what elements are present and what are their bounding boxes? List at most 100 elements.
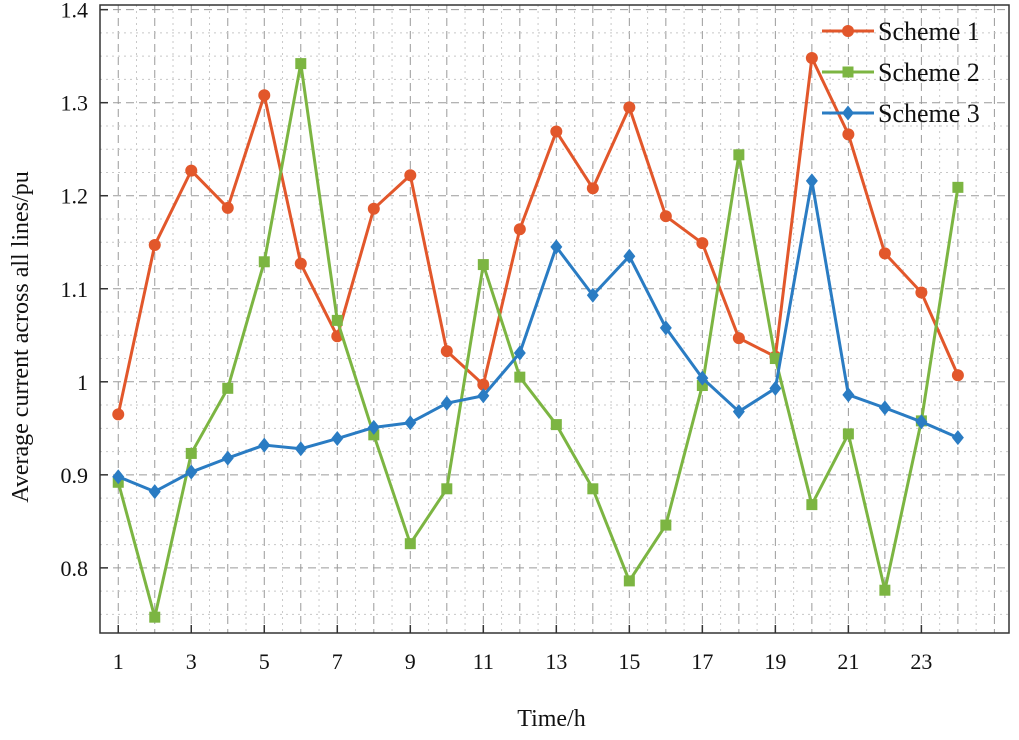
legend-label: Scheme 1: [878, 17, 980, 46]
data-point: [878, 247, 891, 260]
data-point: [222, 382, 234, 394]
y-tick-label: 0.8: [61, 556, 89, 581]
y-tick-label: 1.4: [61, 0, 89, 23]
data-point: [806, 499, 818, 511]
data-point: [623, 248, 636, 264]
legend-item-3: Scheme 3: [822, 99, 980, 128]
series-line: [117, 179, 959, 494]
legend-label: Scheme 3: [878, 99, 980, 128]
data-point: [732, 404, 745, 420]
data-point: [879, 584, 891, 596]
data-point: [587, 483, 599, 495]
x-tick-label: 13: [545, 649, 567, 674]
data-point: [586, 182, 599, 195]
data-point: [842, 66, 854, 78]
x-tick-label: 19: [764, 649, 786, 674]
data-point: [915, 414, 928, 430]
series-2: [112, 58, 964, 623]
x-tick-label: 1: [113, 649, 124, 674]
data-point: [733, 149, 745, 161]
y-tick-label: 1.2: [61, 184, 89, 209]
data-point: [842, 25, 854, 37]
data-point: [696, 237, 709, 250]
data-point: [732, 332, 745, 345]
data-point: [331, 431, 344, 447]
data-point: [440, 345, 453, 358]
legend-item-1: Scheme 1: [822, 17, 980, 46]
data-point: [367, 419, 380, 435]
data-point: [294, 441, 307, 457]
data-point: [842, 105, 854, 121]
legend-item-2: Scheme 2: [822, 58, 980, 87]
data-point: [441, 483, 453, 495]
data-point: [440, 395, 453, 411]
y-tick-label: 1.1: [61, 277, 89, 302]
data-point: [185, 447, 197, 459]
data-point: [842, 387, 855, 403]
series-line: [116, 56, 960, 415]
data-point: [550, 239, 563, 255]
data-point: [805, 52, 818, 65]
y-tick-label: 0.9: [61, 463, 89, 488]
data-point: [295, 58, 307, 70]
data-point: [769, 380, 782, 396]
data-point: [514, 371, 526, 383]
data-point: [185, 464, 198, 480]
data-point: [659, 320, 672, 336]
plot-frame: [99, 4, 1010, 634]
data-point: [221, 201, 234, 214]
data-point: [477, 378, 490, 391]
x-tick-label: 3: [186, 649, 197, 674]
legend: Scheme 1 Scheme 2 Scheme 3: [822, 17, 980, 128]
data-point: [659, 210, 672, 223]
data-point: [294, 257, 307, 270]
data-point: [842, 128, 855, 141]
data-point: [623, 101, 636, 114]
x-tick-label: 23: [910, 649, 932, 674]
data-point: [805, 173, 818, 189]
data-point: [513, 223, 526, 236]
data-point: [477, 388, 490, 404]
data-point: [769, 353, 781, 365]
x-tick-label: 5: [259, 649, 270, 674]
x-tick-label: 21: [837, 649, 859, 674]
data-point: [550, 125, 563, 138]
data-point: [623, 575, 635, 587]
data-point: [367, 202, 380, 215]
series-3: [112, 173, 964, 500]
data-point: [221, 450, 234, 466]
data-point: [148, 239, 161, 252]
data-point: [586, 287, 599, 303]
data-point: [951, 369, 964, 382]
y-tick-label: 1.3: [61, 91, 89, 116]
data-point: [951, 430, 964, 446]
legend-label: Scheme 2: [878, 58, 980, 87]
data-point: [185, 164, 198, 177]
data-point: [878, 400, 891, 416]
data-point: [915, 286, 928, 299]
data-point: [404, 538, 416, 550]
x-axis-label: Time/h: [517, 706, 585, 732]
data-point: [696, 370, 709, 386]
data-point: [112, 469, 125, 485]
data-point: [148, 484, 161, 500]
series-line: [116, 62, 960, 619]
x-tick-label: 7: [332, 649, 343, 674]
data-point: [258, 89, 271, 102]
data-point: [952, 181, 964, 193]
data-point: [660, 519, 672, 531]
data-point: [404, 169, 417, 182]
y-axis-label: Average current across all lines/pu: [8, 171, 34, 502]
data-point: [258, 256, 270, 268]
x-tick-label: 9: [405, 649, 416, 674]
data-point: [550, 419, 562, 431]
data-point: [513, 345, 526, 361]
data-point: [477, 259, 489, 271]
data-point: [331, 314, 343, 326]
axis-ticks: 1 3 5 7 9 11 13 15 17 19 21 230.80.911.11.21.31.4: [61, 0, 933, 674]
data-point: [404, 415, 417, 431]
y-tick-label: 1: [77, 370, 88, 395]
data-point: [112, 408, 125, 421]
